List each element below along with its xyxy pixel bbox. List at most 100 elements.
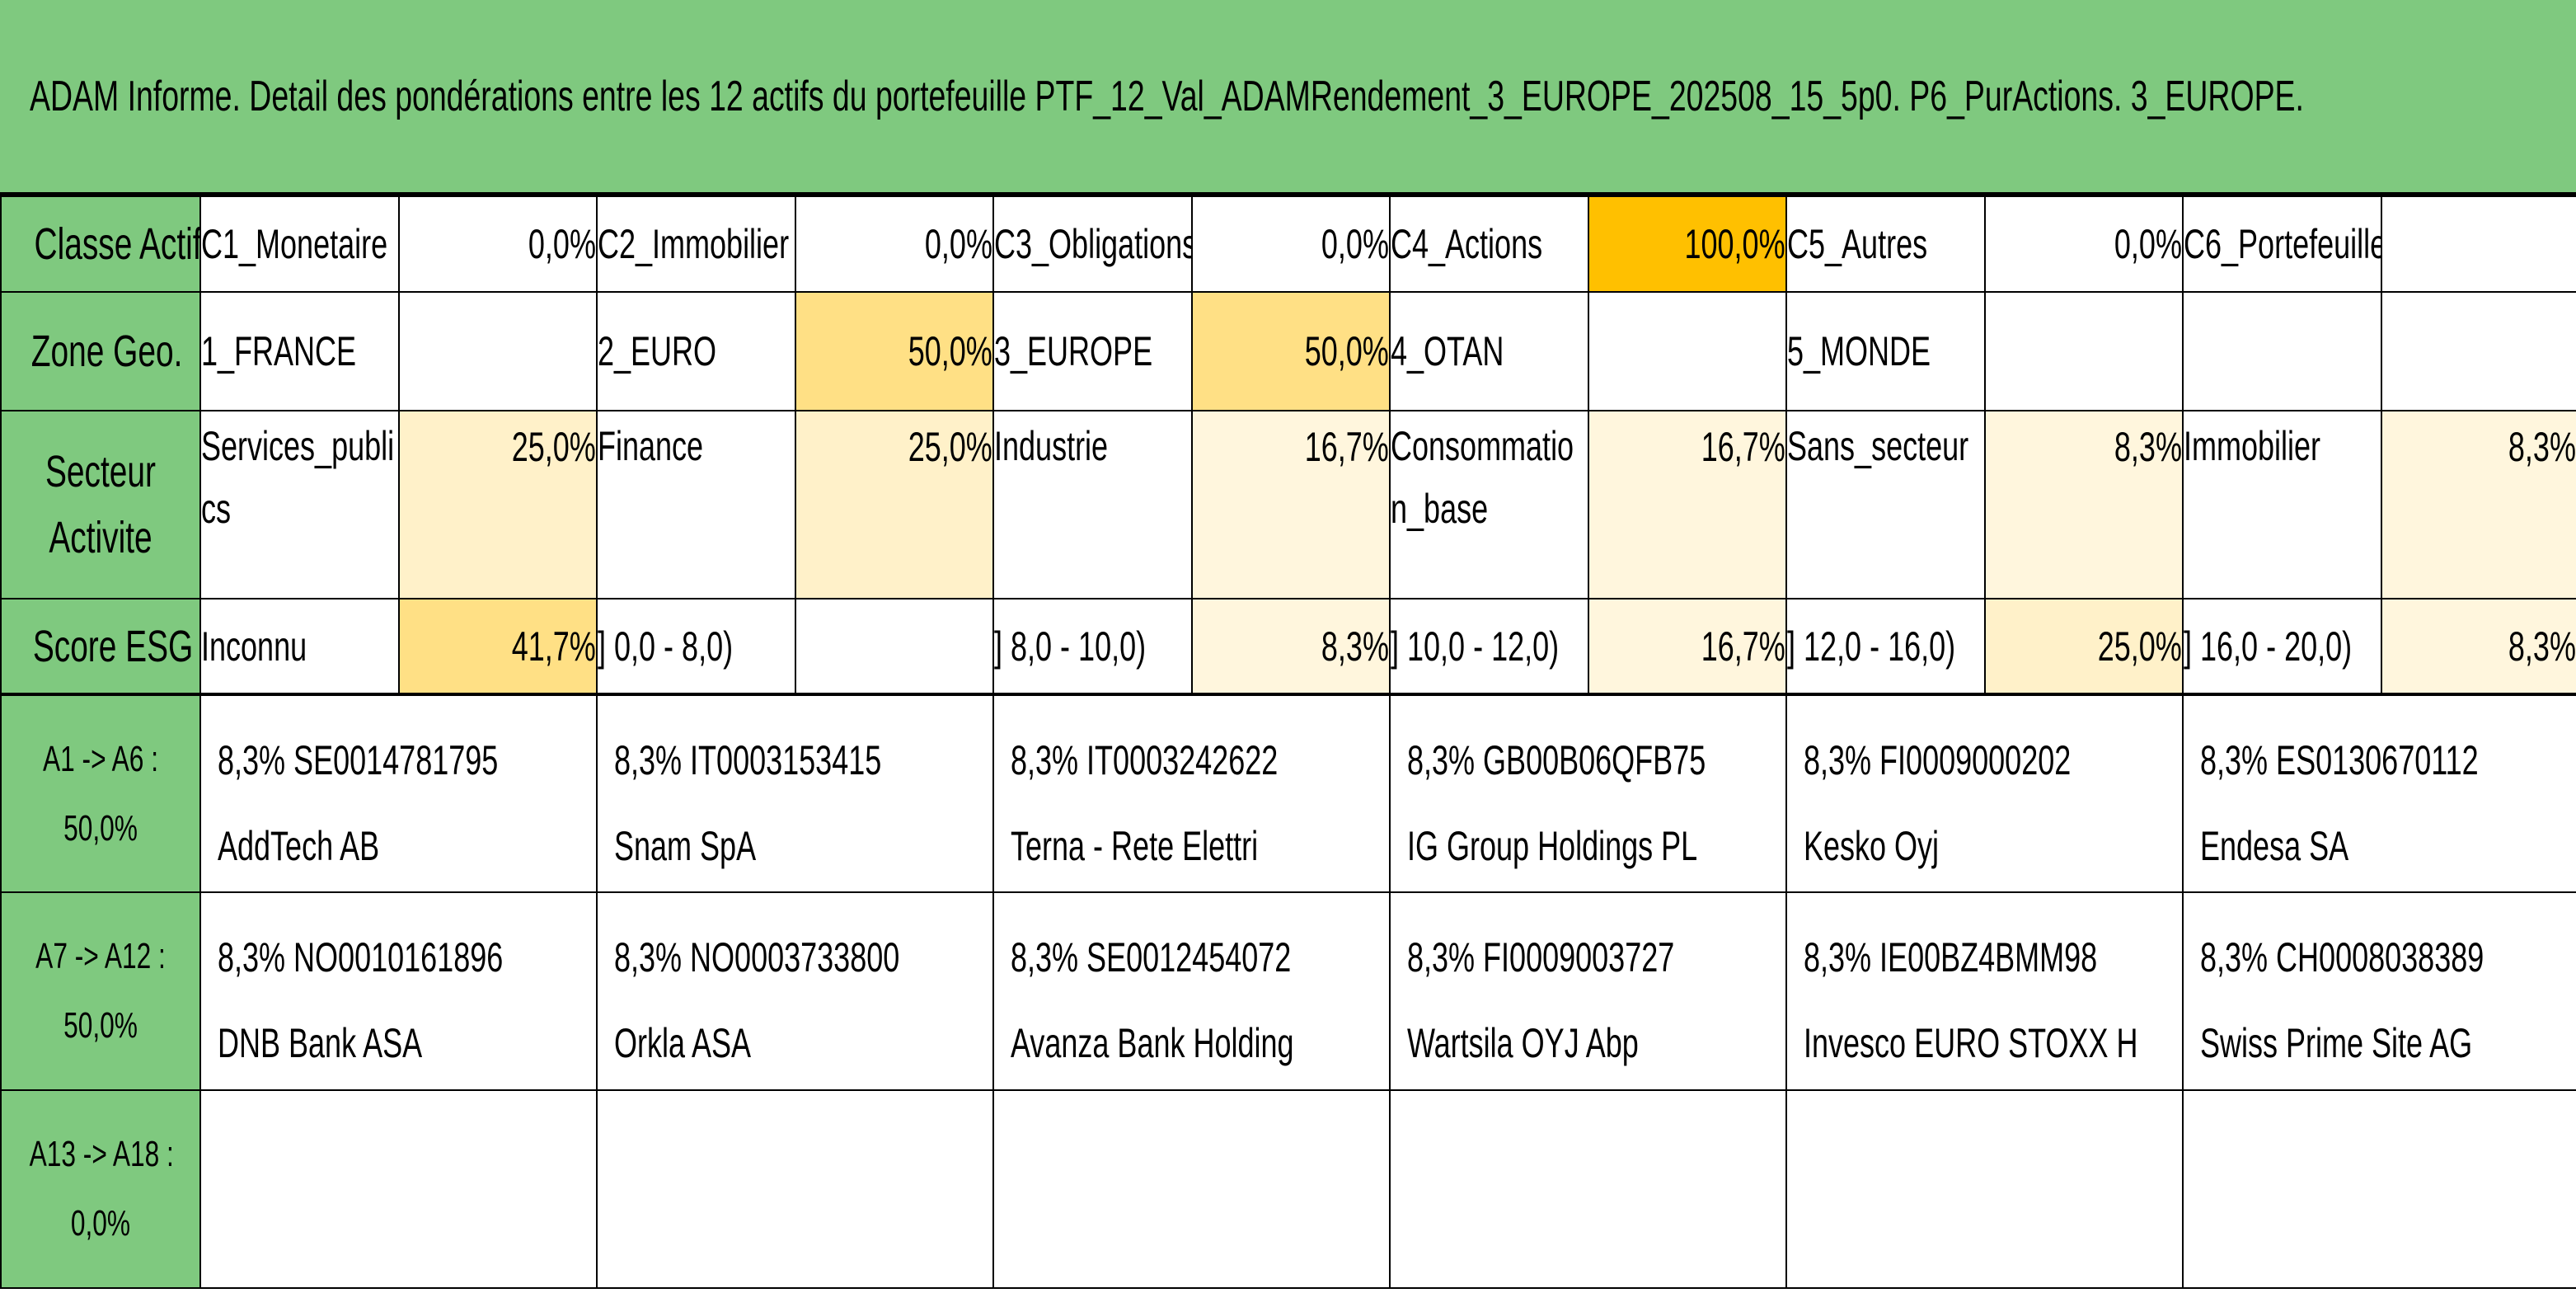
row-zone-geo: Zone Geo. 1_FRANCE 2_EURO 50,0% 3_EUROPE… xyxy=(0,291,2576,411)
asset-weight-isin: 8,3% IT0003242622 xyxy=(1011,736,1279,783)
zone-pct-4 xyxy=(1588,291,1787,411)
asset-name: Avanza Bank Holding xyxy=(1011,1019,1294,1066)
asset-cell-empty xyxy=(2182,1089,2576,1289)
asset-name: Orkla ASA xyxy=(614,1019,752,1066)
classe-name-3: C3_Obligations xyxy=(992,195,1193,293)
esg-name-6: ] 16,0 - 20,0) xyxy=(2182,598,2382,696)
asset-cell: 8,3% IT0003242622 Terna - Rete Elettri xyxy=(992,694,1391,893)
classe-pct-3: 0,0% xyxy=(1191,195,1391,293)
row-assets-a13-a18: A13 -> A18 : 0,0% xyxy=(0,1089,2576,1289)
classe-pct-5: 0,0% xyxy=(1984,195,2184,293)
classe-name-2: C2_Immobilier xyxy=(596,195,796,293)
asset-name: Snam SpA xyxy=(614,822,757,869)
asset-cell-empty xyxy=(596,1089,994,1289)
row-assets-a1-a6: A1 -> A6 : 50,0% 8,3% SE0014781795 AddTe… xyxy=(0,694,2576,893)
asset-cell: 8,3% NO0010161896 DNB Bank ASA xyxy=(199,891,598,1091)
esg-pct-2 xyxy=(795,598,994,696)
row-label-a1-a6: A1 -> A6 : 50,0% xyxy=(0,694,201,893)
esg-name-4: ] 10,0 - 12,0) xyxy=(1389,598,1589,696)
zone-pct-1 xyxy=(398,291,598,411)
secteur-pct-3: 16,7% xyxy=(1191,410,1391,599)
classe-pct-6 xyxy=(2381,195,2576,293)
asset-cell: 8,3% FI0009000202 Kesko Oyj xyxy=(1785,694,2184,893)
esg-pct-6: 8,3% xyxy=(2381,598,2576,696)
asset-weight-isin: 8,3% ES0130670112 xyxy=(2200,736,2479,783)
report-title: ADAM Informe. Detail des pondérations en… xyxy=(30,72,2304,120)
esg-pct-5: 25,0% xyxy=(1984,598,2184,696)
secteur-name-3: Industrie xyxy=(992,410,1193,599)
asset-cell-empty xyxy=(199,1089,598,1289)
asset-cell: 8,3% GB00B06QFB75 IG Group Holdings PL xyxy=(1389,694,1787,893)
secteur-name-6: Immobilier xyxy=(2182,410,2382,599)
zone-pct-6 xyxy=(2381,291,2576,411)
asset-name: DNB Bank ASA xyxy=(218,1019,423,1066)
esg-name-2: ] 0,0 - 8,0) xyxy=(596,598,796,696)
asset-name: Swiss Prime Site AG xyxy=(2200,1019,2473,1066)
row-label-a13-a18: A13 -> A18 : 0,0% xyxy=(0,1089,201,1289)
row-label-classe-actif: Classe Actif xyxy=(0,195,201,293)
asset-name: Invesco EURO STOXX H xyxy=(1804,1019,2138,1066)
asset-weight-isin: 8,3% SE0012454072 xyxy=(1011,933,1292,980)
asset-weight-isin: 8,3% NO0010161896 xyxy=(218,933,504,980)
zone-name-4: 4_OTAN xyxy=(1389,291,1589,411)
row-classe-actif: Classe Actif C1_Monetaire 0,0% C2_Immobi… xyxy=(0,195,2576,293)
asset-cell: 8,3% CH0008038389 Swiss Prime Site AG xyxy=(2182,891,2576,1091)
secteur-name-2: Finance xyxy=(596,410,796,599)
zone-name-6 xyxy=(2182,291,2382,411)
secteur-pct-6: 8,3% xyxy=(2381,410,2576,599)
esg-name-3: ] 8,0 - 10,0) xyxy=(992,598,1193,696)
secteur-pct-2: 25,0% xyxy=(795,410,994,599)
zone-name-1: 1_FRANCE xyxy=(199,291,400,411)
asset-weight-isin: 8,3% NO0003733800 xyxy=(614,933,900,980)
asset-cell: 8,3% ES0130670112 Endesa SA xyxy=(2182,694,2576,893)
report-title-bar: ADAM Informe. Detail des pondérations en… xyxy=(0,0,2576,195)
row-score-esg: Score ESG Inconnu 41,7% ] 0,0 - 8,0) ] 8… xyxy=(0,598,2576,696)
asset-cell: 8,3% SE0014781795 AddTech AB xyxy=(199,694,598,893)
asset-name: AddTech AB xyxy=(218,822,380,869)
asset-weight-isin: 8,3% FI0009000202 xyxy=(1804,736,2072,783)
asset-weight-isin: 8,3% IT0003153415 xyxy=(614,736,882,783)
asset-weight-isin: 8,3% SE0014781795 xyxy=(218,736,499,783)
classe-pct-4: 100,0% xyxy=(1588,195,1787,293)
zone-pct-3: 50,0% xyxy=(1191,291,1391,411)
zone-pct-5 xyxy=(1984,291,2184,411)
row-label-score-esg: Score ESG xyxy=(0,598,201,696)
secteur-pct-1: 25,0% xyxy=(398,410,598,599)
classe-pct-1: 0,0% xyxy=(398,195,598,293)
esg-name-5: ] 12,0 - 16,0) xyxy=(1785,598,1986,696)
secteur-name-1: Services_publi cs xyxy=(199,410,400,599)
classe-name-5: C5_Autres xyxy=(1785,195,1986,293)
secteur-name-5: Sans_secteur xyxy=(1785,410,1986,599)
esg-pct-1: 41,7% xyxy=(398,598,598,696)
esg-pct-4: 16,7% xyxy=(1588,598,1787,696)
secteur-name-4: Consommatio n_base xyxy=(1389,410,1589,599)
weights-table: Classe Actif C1_Monetaire 0,0% C2_Immobi… xyxy=(0,195,2576,1289)
asset-name: Wartsila OYJ Abp xyxy=(1407,1019,1639,1066)
asset-cell-empty xyxy=(992,1089,1391,1289)
asset-weight-isin: 8,3% FI0009003727 xyxy=(1407,933,1675,980)
asset-weight-isin: 8,3% GB00B06QFB75 xyxy=(1407,736,1706,783)
row-secteur-activite: Secteur Activite Services_publi cs 25,0%… xyxy=(0,410,2576,599)
esg-name-1: Inconnu xyxy=(199,598,400,696)
asset-name: Kesko Oyj xyxy=(1804,822,1940,869)
asset-name: IG Group Holdings PL xyxy=(1407,822,1698,869)
asset-cell-empty xyxy=(1785,1089,2184,1289)
asset-cell: 8,3% NO0003733800 Orkla ASA xyxy=(596,891,994,1091)
row-label-a7-a12: A7 -> A12 : 50,0% xyxy=(0,891,201,1091)
row-label-zone-geo: Zone Geo. xyxy=(0,291,201,411)
classe-name-1: C1_Monetaire xyxy=(199,195,400,293)
row-assets-a7-a12: A7 -> A12 : 50,0% 8,3% NO0010161896 DNB … xyxy=(0,891,2576,1091)
asset-cell: 8,3% FI0009003727 Wartsila OYJ Abp xyxy=(1389,891,1787,1091)
asset-cell: 8,3% IT0003153415 Snam SpA xyxy=(596,694,994,893)
zone-name-2: 2_EURO xyxy=(596,291,796,411)
classe-pct-2: 0,0% xyxy=(795,195,994,293)
asset-cell-empty xyxy=(1389,1089,1787,1289)
classe-name-6: C6_Portefeuille xyxy=(2182,195,2382,293)
asset-weight-isin: 8,3% IE00BZ4BMM98 xyxy=(1804,933,2098,980)
zone-name-3: 3_EUROPE xyxy=(992,291,1193,411)
asset-name: Terna - Rete Elettri xyxy=(1011,822,1259,869)
asset-weight-isin: 8,3% CH0008038389 xyxy=(2200,933,2485,980)
row-label-secteur: Secteur Activite xyxy=(0,410,201,599)
classe-name-4: C4_Actions xyxy=(1389,195,1589,293)
